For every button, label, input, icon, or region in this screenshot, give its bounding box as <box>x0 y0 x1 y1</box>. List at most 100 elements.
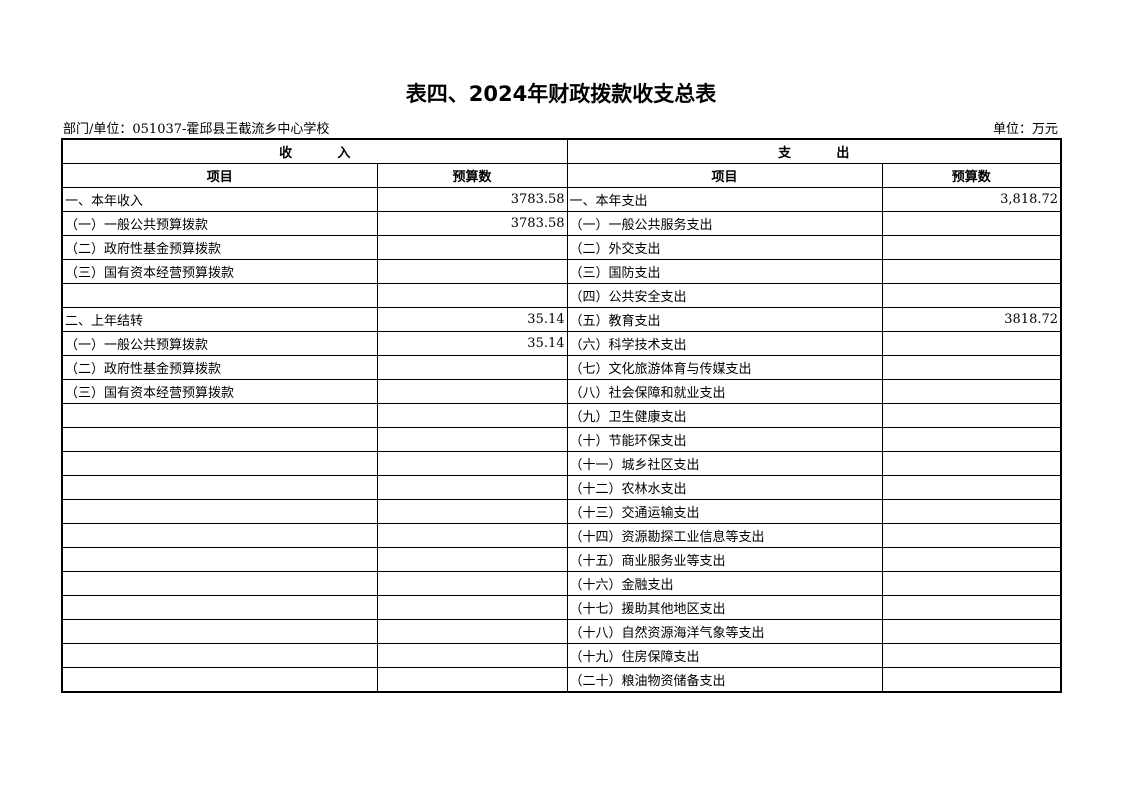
expense-item-cell: （十五）商业服务业等支出 <box>566 547 883 572</box>
expense-budget-header: 预算数 <box>881 163 1062 188</box>
income-budget-cell <box>376 427 568 452</box>
income-item-cell: （三）国有资本经营预算拨款 <box>61 259 378 284</box>
expense-budget-cell <box>881 451 1062 476</box>
expense-header: 支 出 <box>566 138 1062 164</box>
table-row: 二、上年结转 35.14 （五）教育支出 3818.72 <box>61 307 1062 332</box>
expense-budget-cell <box>881 211 1062 236</box>
income-budget-cell: 35.14 <box>376 307 568 332</box>
table-row: （二）政府性基金预算拨款 （七）文化旅游体育与传媒支出 <box>61 355 1062 380</box>
income-item-cell <box>61 571 378 596</box>
income-item-cell <box>61 667 378 693</box>
expense-item-cell: （二十）粮油物资储备支出 <box>566 667 883 693</box>
page-title: 表四、2024年财政拨款收支总表 <box>405 82 717 106</box>
income-header: 收 入 <box>61 138 568 164</box>
income-budget-cell <box>376 379 568 404</box>
income-budget-cell <box>376 595 568 620</box>
table-row: （十六）金融支出 <box>61 571 1062 596</box>
income-budget-cell <box>376 475 568 500</box>
expense-item-cell: （十二）农林水支出 <box>566 475 883 500</box>
table-row: （十一）城乡社区支出 <box>61 451 1062 476</box>
expense-item-cell: （四）公共安全支出 <box>566 283 883 308</box>
income-budget-cell <box>376 667 568 693</box>
table-row: （十九）住房保障支出 <box>61 643 1062 668</box>
expense-budget-cell <box>881 235 1062 260</box>
table-row: （十三）交通运输支出 <box>61 499 1062 524</box>
income-budget-cell <box>376 235 568 260</box>
expense-budget-cell <box>881 331 1062 356</box>
income-budget-cell: 3783.58 <box>376 211 568 236</box>
expense-item-cell: （三）国防支出 <box>566 259 883 284</box>
income-budget-cell <box>376 571 568 596</box>
income-item-cell <box>61 403 378 428</box>
expense-budget-cell <box>881 595 1062 620</box>
income-budget-cell: 35.14 <box>376 331 568 356</box>
income-item-cell: （三）国有资本经营预算拨款 <box>61 379 378 404</box>
expense-item-cell: （十八）自然资源海洋气象等支出 <box>566 619 883 644</box>
budget-table: 收 入 支 出 项目 预算数 项目 预算数 一、本年收入 3783.58 一、本年支… <box>61 138 1063 693</box>
table-row: 一、本年收入 3783.58 一、本年支出 3,818.72 <box>61 187 1062 212</box>
table-row: （一）一般公共预算拨款 3783.58 （一）一般公共服务支出 <box>61 211 1062 236</box>
expense-item-cell: （十六）金融支出 <box>566 571 883 596</box>
expense-budget-cell <box>881 283 1062 308</box>
expense-budget-cell <box>881 499 1062 524</box>
table-row: （十五）商业服务业等支出 <box>61 547 1062 572</box>
table-row: （十八）自然资源海洋气象等支出 <box>61 619 1062 644</box>
expense-item-cell: （二）外交支出 <box>566 235 883 260</box>
expense-budget-cell <box>881 259 1062 284</box>
table-row: （九）卫生健康支出 <box>61 403 1062 428</box>
income-budget-cell <box>376 283 568 308</box>
income-item-cell <box>61 547 378 572</box>
expense-item-header: 项目 <box>566 163 883 188</box>
expense-budget-cell <box>881 571 1062 596</box>
expense-item-cell: 一、本年支出 <box>566 187 883 212</box>
income-item-cell <box>61 427 378 452</box>
income-budget-cell <box>376 259 568 284</box>
table-row: （二）政府性基金预算拨款 （二）外交支出 <box>61 235 1062 260</box>
expense-item-cell: （十）节能环保支出 <box>566 427 883 452</box>
expense-budget-cell: 3,818.72 <box>881 187 1062 212</box>
income-item-cell <box>61 451 378 476</box>
expense-budget-cell <box>881 403 1062 428</box>
income-budget-cell <box>376 499 568 524</box>
income-item-cell: 一、本年收入 <box>61 187 378 212</box>
income-budget-cell <box>376 523 568 548</box>
table-row: （一）一般公共预算拨款 35.14 （六）科学技术支出 <box>61 331 1062 356</box>
income-budget-cell <box>376 355 568 380</box>
income-item-header: 项目 <box>61 163 378 188</box>
income-item-cell <box>61 619 378 644</box>
expense-budget-cell <box>881 523 1062 548</box>
income-budget-cell <box>376 451 568 476</box>
table-row: （三）国有资本经营预算拨款 （八）社会保障和就业支出 <box>61 379 1062 404</box>
income-item-cell: （一）一般公共预算拨款 <box>61 211 378 236</box>
income-budget-header: 预算数 <box>376 163 568 188</box>
table-row: （十二）农林水支出 <box>61 475 1062 500</box>
income-item-cell: （一）一般公共预算拨款 <box>61 331 378 356</box>
income-item-cell <box>61 283 378 308</box>
income-budget-cell <box>376 619 568 644</box>
income-item-cell <box>61 475 378 500</box>
expense-item-cell: （九）卫生健康支出 <box>566 403 883 428</box>
expense-item-cell: （八）社会保障和就业支出 <box>566 379 883 404</box>
expense-budget-cell <box>881 427 1062 452</box>
table-row: （十）节能环保支出 <box>61 427 1062 452</box>
income-budget-cell <box>376 403 568 428</box>
expense-budget-cell: 3818.72 <box>881 307 1062 332</box>
unit-label: 单位：万元 <box>992 122 1058 137</box>
table-row: （二十）粮油物资储备支出 <box>61 667 1062 693</box>
expense-budget-cell <box>881 667 1062 693</box>
income-item-cell: （二）政府性基金预算拨款 <box>61 235 378 260</box>
expense-budget-cell <box>881 475 1062 500</box>
income-item-cell: 二、上年结转 <box>61 307 378 332</box>
expense-item-cell: （十九）住房保障支出 <box>566 643 883 668</box>
income-item-cell <box>61 643 378 668</box>
income-item-cell: （二）政府性基金预算拨款 <box>61 355 378 380</box>
expense-item-cell: （十四）资源勘探工业信息等支出 <box>566 523 883 548</box>
expense-item-cell: （七）文化旅游体育与传媒支出 <box>566 355 883 380</box>
expense-budget-cell <box>881 619 1062 644</box>
expense-item-cell: （一）一般公共服务支出 <box>566 211 883 236</box>
table-row: （三）国有资本经营预算拨款 （三）国防支出 <box>61 259 1062 284</box>
income-item-cell <box>61 595 378 620</box>
income-budget-cell <box>376 643 568 668</box>
expense-item-cell: （六）科学技术支出 <box>566 331 883 356</box>
table-row: （十四）资源勘探工业信息等支出 <box>61 523 1062 548</box>
